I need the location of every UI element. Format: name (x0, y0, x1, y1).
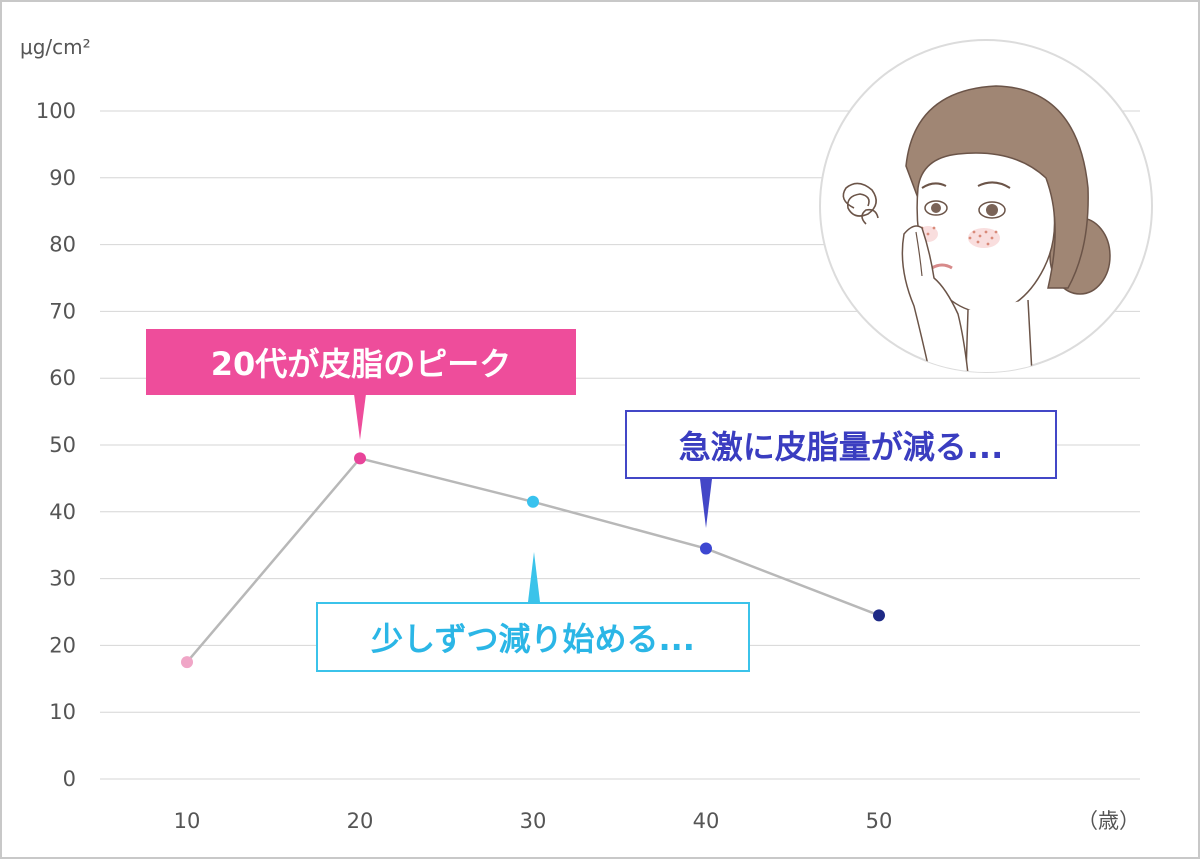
y-axis-unit: μg/cm² (20, 35, 91, 59)
x-axis-unit: （歳） (1077, 809, 1140, 833)
x-tick-label: 50 (866, 809, 893, 833)
y-tick-label: 80 (49, 233, 76, 257)
y-tick-label: 20 (49, 633, 76, 657)
data-point (527, 495, 539, 508)
worried-woman-illustration (819, 39, 1153, 373)
y-tick-label: 40 (49, 500, 76, 524)
data-point (700, 542, 712, 555)
y-tick-label: 60 (49, 366, 76, 390)
decline-callout-pointer (528, 552, 540, 602)
peak-callout: 20代が皮脂のピーク (146, 329, 576, 395)
worry-scribble-icon (842, 182, 877, 217)
y-axis-ticks: 0 10 20 30 40 50 60 70 80 90 100 (36, 99, 76, 791)
y-tick-label: 0 (63, 767, 76, 791)
data-point (354, 452, 366, 465)
decline-callout: 少しずつ減り始める... (316, 602, 750, 672)
drop-callout: 急激に皮脂量が減る... (625, 410, 1057, 479)
x-tick-label: 40 (693, 809, 720, 833)
x-tick-label: 30 (520, 809, 547, 833)
y-tick-label: 50 (49, 433, 76, 457)
x-tick-label: 20 (347, 809, 374, 833)
mouth (931, 263, 953, 270)
x-axis-ticks: 10 20 30 40 50 (174, 809, 893, 833)
data-points (181, 452, 885, 669)
y-tick-label: 10 (49, 700, 76, 724)
drop-callout-pointer (700, 479, 712, 528)
y-tick-label: 30 (49, 567, 76, 591)
y-tick-label: 100 (36, 99, 76, 123)
data-point (873, 609, 885, 622)
data-point (181, 656, 193, 669)
y-tick-label: 90 (49, 166, 76, 190)
hand (901, 225, 969, 372)
blush (968, 228, 1000, 248)
peak-callout-pointer (354, 394, 366, 440)
y-tick-label: 70 (49, 299, 76, 323)
x-tick-label: 10 (174, 809, 201, 833)
